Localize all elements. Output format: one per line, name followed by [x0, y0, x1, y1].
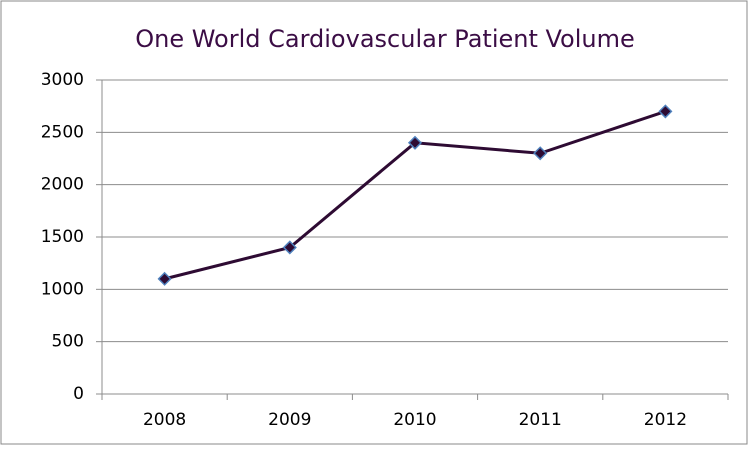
marker: [658, 104, 673, 119]
y-tick-label: 3000: [41, 70, 84, 90]
marker: [407, 135, 423, 150]
x-tick-label: 2010: [393, 410, 436, 430]
x-tick-label: 2011: [519, 410, 562, 430]
x-tick-label: 2012: [644, 410, 687, 430]
y-tick-label: 1000: [41, 279, 84, 299]
x-tick-label: 2009: [268, 410, 311, 430]
marker: [157, 271, 172, 286]
marker: [533, 146, 548, 161]
y-tick-label: 500: [52, 332, 84, 352]
y-tick-label: 2000: [41, 175, 84, 195]
marker: [282, 240, 297, 255]
chart-title: One World Cardiovascular Patient Volume: [135, 25, 635, 53]
y-tick-label: 0: [73, 384, 84, 404]
y-tick-label: 1500: [41, 227, 84, 247]
x-tick-label: 2008: [143, 410, 186, 430]
y-tick-label: 2500: [41, 122, 84, 142]
